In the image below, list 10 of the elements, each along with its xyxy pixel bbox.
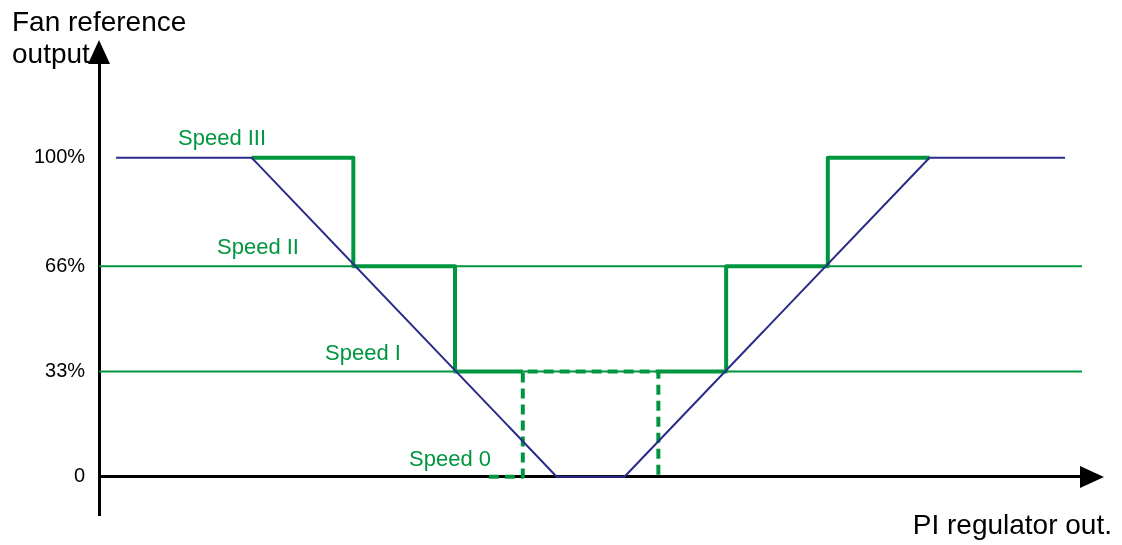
y-axis-title: Fan reference output <box>12 6 188 70</box>
annotation: Speed III <box>178 125 267 151</box>
annotation: Speed 0 <box>409 446 491 472</box>
y-tick-label: 0 <box>74 464 86 487</box>
annotation: Speed II <box>217 234 299 260</box>
y-tick-label: 100% <box>34 145 86 168</box>
y-tick-label: 33% <box>45 358 86 381</box>
y-tick-label: 66% <box>45 253 86 276</box>
annotation: Speed I <box>325 340 401 366</box>
x-axis-title: PI regulator out. <box>912 509 1112 541</box>
